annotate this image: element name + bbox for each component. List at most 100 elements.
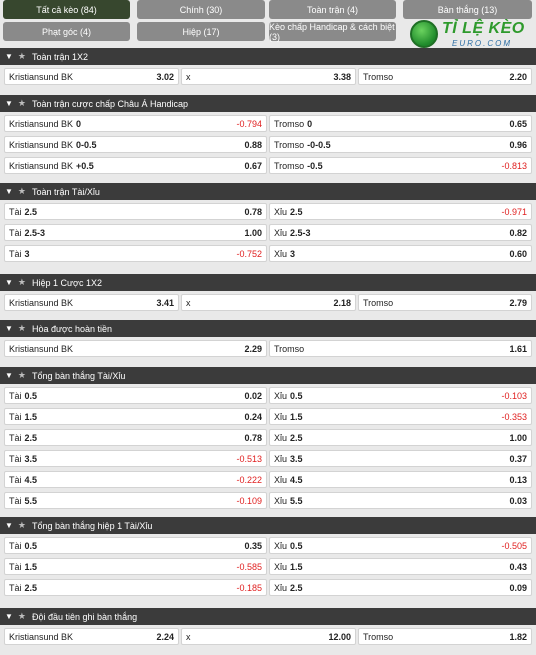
odds-cell-right[interactable]: Xỉu 1.5 0.43 (269, 558, 532, 575)
handicap-line: 1.5 (290, 561, 303, 572)
favorite-star-icon[interactable]: ★ (17, 51, 26, 61)
odds-cell-left[interactable]: Tài 2.5 0.78 (4, 203, 267, 220)
odds-cell-left[interactable]: Tài 4.5 -0.222 (4, 471, 267, 488)
odds-cell-right[interactable]: Xỉu 3 0.60 (269, 245, 532, 262)
handicap-line: 1.5 (290, 411, 303, 422)
section-header[interactable]: ▼ ★ Toàn trận cược chấp Châu Á Handicap (0, 95, 536, 112)
handicap-line: 2.5-3 (290, 227, 311, 238)
odds-cell-left[interactable]: Tài 1.5 0.24 (4, 408, 267, 425)
section-header[interactable]: ▼ ★ Toàn trận Tài/Xỉu (0, 183, 536, 200)
odds-value: 0.67 (244, 160, 262, 171)
handicap-line: 2.5 (290, 432, 303, 443)
odds-cell-right[interactable]: Xỉu 2.5 1.00 (269, 429, 532, 446)
collapse-arrow-icon[interactable]: ▼ (5, 371, 13, 380)
odds-row: Tài 2.5-3 1.00 Xỉu 2.5-3 0.82 (0, 224, 536, 241)
odds-cell-home[interactable]: Kristiansund BK 3.41 (4, 294, 179, 311)
odds-value: 0.43 (509, 561, 527, 572)
odds-cell-draw[interactable]: x 12.00 (181, 628, 356, 645)
odds-cell-right[interactable]: Xỉu 0.5 -0.103 (269, 387, 532, 404)
tab-goals[interactable]: Bàn thắng (13) (403, 0, 532, 19)
section-header[interactable]: ▼ ★ Hòa được hoàn tiền (0, 320, 536, 337)
odds-cell-away[interactable]: Tromso 2.79 (358, 294, 532, 311)
selection-label: Xỉu 3 (274, 249, 509, 259)
collapse-arrow-icon[interactable]: ▼ (5, 324, 13, 333)
selection-label: Xỉu 3.5 (274, 454, 509, 464)
odds-cell-right[interactable]: Xỉu 4.5 0.13 (269, 471, 532, 488)
selection-name: Tromso (274, 139, 305, 150)
odds-row: Tài 1.5 -0.585 Xỉu 1.5 0.43 (0, 558, 536, 575)
selection-name: Tromso (363, 297, 394, 308)
favorite-star-icon[interactable]: ★ (17, 520, 26, 530)
section-header[interactable]: ▼ ★ Đội đầu tiên ghi bàn thắng (0, 608, 536, 625)
odds-cell-draw[interactable]: x 2.18 (181, 294, 356, 311)
odds-cell-home[interactable]: Kristiansund BK 3.02 (4, 68, 179, 85)
odds-cell-right[interactable]: Xỉu 5.5 0.03 (269, 492, 532, 509)
tab-full-match[interactable]: Toàn trận (4) (269, 0, 396, 19)
tab-all[interactable]: Tất cả kèo (84) (3, 0, 130, 19)
favorite-star-icon[interactable]: ★ (17, 98, 26, 108)
odds-cell-left[interactable]: Kristiansund BK 0-0.5 0.88 (4, 136, 267, 153)
collapse-arrow-icon[interactable]: ▼ (5, 278, 13, 287)
collapse-arrow-icon[interactable]: ▼ (5, 521, 13, 530)
selection-label: Tài 2.5 (9, 433, 244, 443)
tab-corners[interactable]: Phạt góc (4) (3, 22, 130, 41)
favorite-star-icon[interactable]: ★ (17, 611, 26, 621)
tab-main[interactable]: Chính (30) (137, 0, 265, 19)
handicap-line: 0-0.5 (76, 139, 97, 150)
odds-cell-right[interactable]: Tromso 0 0.65 (269, 115, 532, 132)
handicap-line: 0.5 (24, 540, 38, 551)
odds-cell-left[interactable]: Tài 5.5 -0.109 (4, 492, 267, 509)
odds-cell-right[interactable]: Xỉu 1.5 -0.353 (269, 408, 532, 425)
favorite-star-icon[interactable]: ★ (17, 370, 26, 380)
favorite-star-icon[interactable]: ★ (17, 323, 26, 333)
selection-label: Tromso -0.5 (274, 161, 501, 171)
odds-cell-draw[interactable]: x 3.38 (181, 68, 356, 85)
odds-cell-right[interactable]: Tromso -0-0.5 0.96 (269, 136, 532, 153)
odds-cell-left[interactable]: Tài 3 -0.752 (4, 245, 267, 262)
odds-cell-away[interactable]: Tromso 2.20 (358, 68, 532, 85)
favorite-star-icon[interactable]: ★ (17, 277, 26, 287)
odds-cell-left[interactable]: Tài 0.5 0.35 (4, 537, 267, 554)
odds-cell-right[interactable]: Xỉu 2.5 0.09 (269, 579, 532, 596)
odds-cell-away[interactable]: Tromso 1.82 (358, 628, 532, 645)
section-header[interactable]: ▼ ★ Toàn trận 1X2 (0, 48, 536, 65)
selection-label: Kristiansund BK (9, 344, 244, 354)
collapse-arrow-icon[interactable]: ▼ (5, 187, 13, 196)
odds-cell-right[interactable]: Xỉu 2.5-3 0.82 (269, 224, 532, 241)
collapse-arrow-icon[interactable]: ▼ (5, 52, 13, 61)
odds-cell-left[interactable]: Kristiansund BK +0.5 0.67 (4, 157, 267, 174)
section-header[interactable]: ▼ ★ Hiệp 1 Cược 1X2 (0, 274, 536, 291)
odds-cell-left[interactable]: Tài 2.5-3 1.00 (4, 224, 267, 241)
tab-handicap[interactable]: Kèo chấp Handicap & cách biệt (3) (269, 21, 396, 42)
site-logo[interactable]: TỈ LỆ KÈO EURO.COM (402, 18, 532, 50)
handicap-line: 1.5 (24, 411, 38, 422)
odds-cell-right[interactable]: Tromso 1.61 (269, 340, 532, 357)
section-header[interactable]: ▼ ★ Tổng bàn thắng Tài/Xỉu (0, 367, 536, 384)
selection-label: Xỉu 2.5 (274, 433, 509, 443)
odds-cell-left[interactable]: Tài 3.5 -0.513 (4, 450, 267, 467)
selection-name: Kristiansund BK (9, 343, 74, 354)
odds-cell-left[interactable]: Kristiansund BK 0 -0.794 (4, 115, 267, 132)
collapse-arrow-icon[interactable]: ▼ (5, 99, 13, 108)
tab-half[interactable]: Hiệp (17) (137, 22, 265, 41)
odds-cell-left[interactable]: Tài 1.5 -0.585 (4, 558, 267, 575)
odds-cell-right[interactable]: Xỉu 3.5 0.37 (269, 450, 532, 467)
odds-value: -0.222 (236, 474, 262, 485)
odds-cell-home[interactable]: Kristiansund BK 2.24 (4, 628, 179, 645)
odds-cell-left[interactable]: Tài 2.5 0.78 (4, 429, 267, 446)
section-header[interactable]: ▼ ★ Tổng bàn thắng hiệp 1 Tài/Xỉu (0, 517, 536, 534)
handicap-line: 3.5 (290, 453, 303, 464)
odds-cell-left[interactable]: Kristiansund BK 2.29 (4, 340, 267, 357)
collapse-arrow-icon[interactable]: ▼ (5, 612, 13, 621)
odds-cell-left[interactable]: Tài 2.5 -0.185 (4, 579, 267, 596)
selection-label: x (186, 298, 333, 308)
selection-name: Xỉu (274, 411, 288, 422)
odds-cell-right[interactable]: Xỉu 2.5 -0.971 (269, 203, 532, 220)
handicap-line: 2.5 (24, 582, 38, 593)
odds-cell-right[interactable]: Tromso -0.5 -0.813 (269, 157, 532, 174)
odds-cell-right[interactable]: Xỉu 0.5 -0.505 (269, 537, 532, 554)
odds-cell-left[interactable]: Tài 0.5 0.02 (4, 387, 267, 404)
selection-label: Tromso -0-0.5 (274, 140, 509, 150)
favorite-star-icon[interactable]: ★ (17, 186, 26, 196)
selection-label: Kristiansund BK (9, 72, 156, 82)
